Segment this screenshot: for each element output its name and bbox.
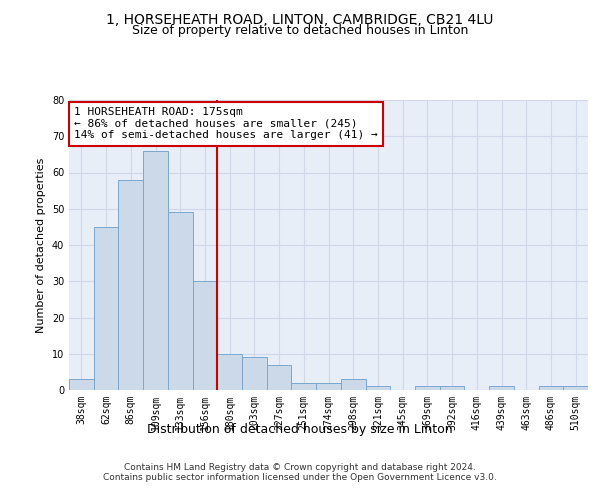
Text: 1, HORSEHEATH ROAD, LINTON, CAMBRIDGE, CB21 4LU: 1, HORSEHEATH ROAD, LINTON, CAMBRIDGE, C… [106, 12, 494, 26]
Bar [267, 364, 292, 390]
Bar [365, 386, 390, 390]
Bar [242, 358, 267, 390]
Bar [440, 386, 464, 390]
Bar [292, 383, 316, 390]
Text: Contains HM Land Registry data © Crown copyright and database right 2024.
Contai: Contains HM Land Registry data © Crown c… [103, 462, 497, 482]
Bar [118, 180, 143, 390]
Bar [316, 383, 341, 390]
Text: Distribution of detached houses by size in Linton: Distribution of detached houses by size … [147, 422, 453, 436]
Y-axis label: Number of detached properties: Number of detached properties [36, 158, 46, 332]
Bar [539, 386, 563, 390]
Text: 1 HORSEHEATH ROAD: 175sqm
← 86% of detached houses are smaller (245)
14% of semi: 1 HORSEHEATH ROAD: 175sqm ← 86% of detac… [74, 108, 378, 140]
Bar [563, 386, 588, 390]
Bar [341, 379, 365, 390]
Bar [415, 386, 440, 390]
Bar [217, 354, 242, 390]
Bar [69, 379, 94, 390]
Bar [193, 281, 217, 390]
Bar [143, 151, 168, 390]
Text: Size of property relative to detached houses in Linton: Size of property relative to detached ho… [132, 24, 468, 37]
Bar [168, 212, 193, 390]
Bar [94, 227, 118, 390]
Bar [489, 386, 514, 390]
